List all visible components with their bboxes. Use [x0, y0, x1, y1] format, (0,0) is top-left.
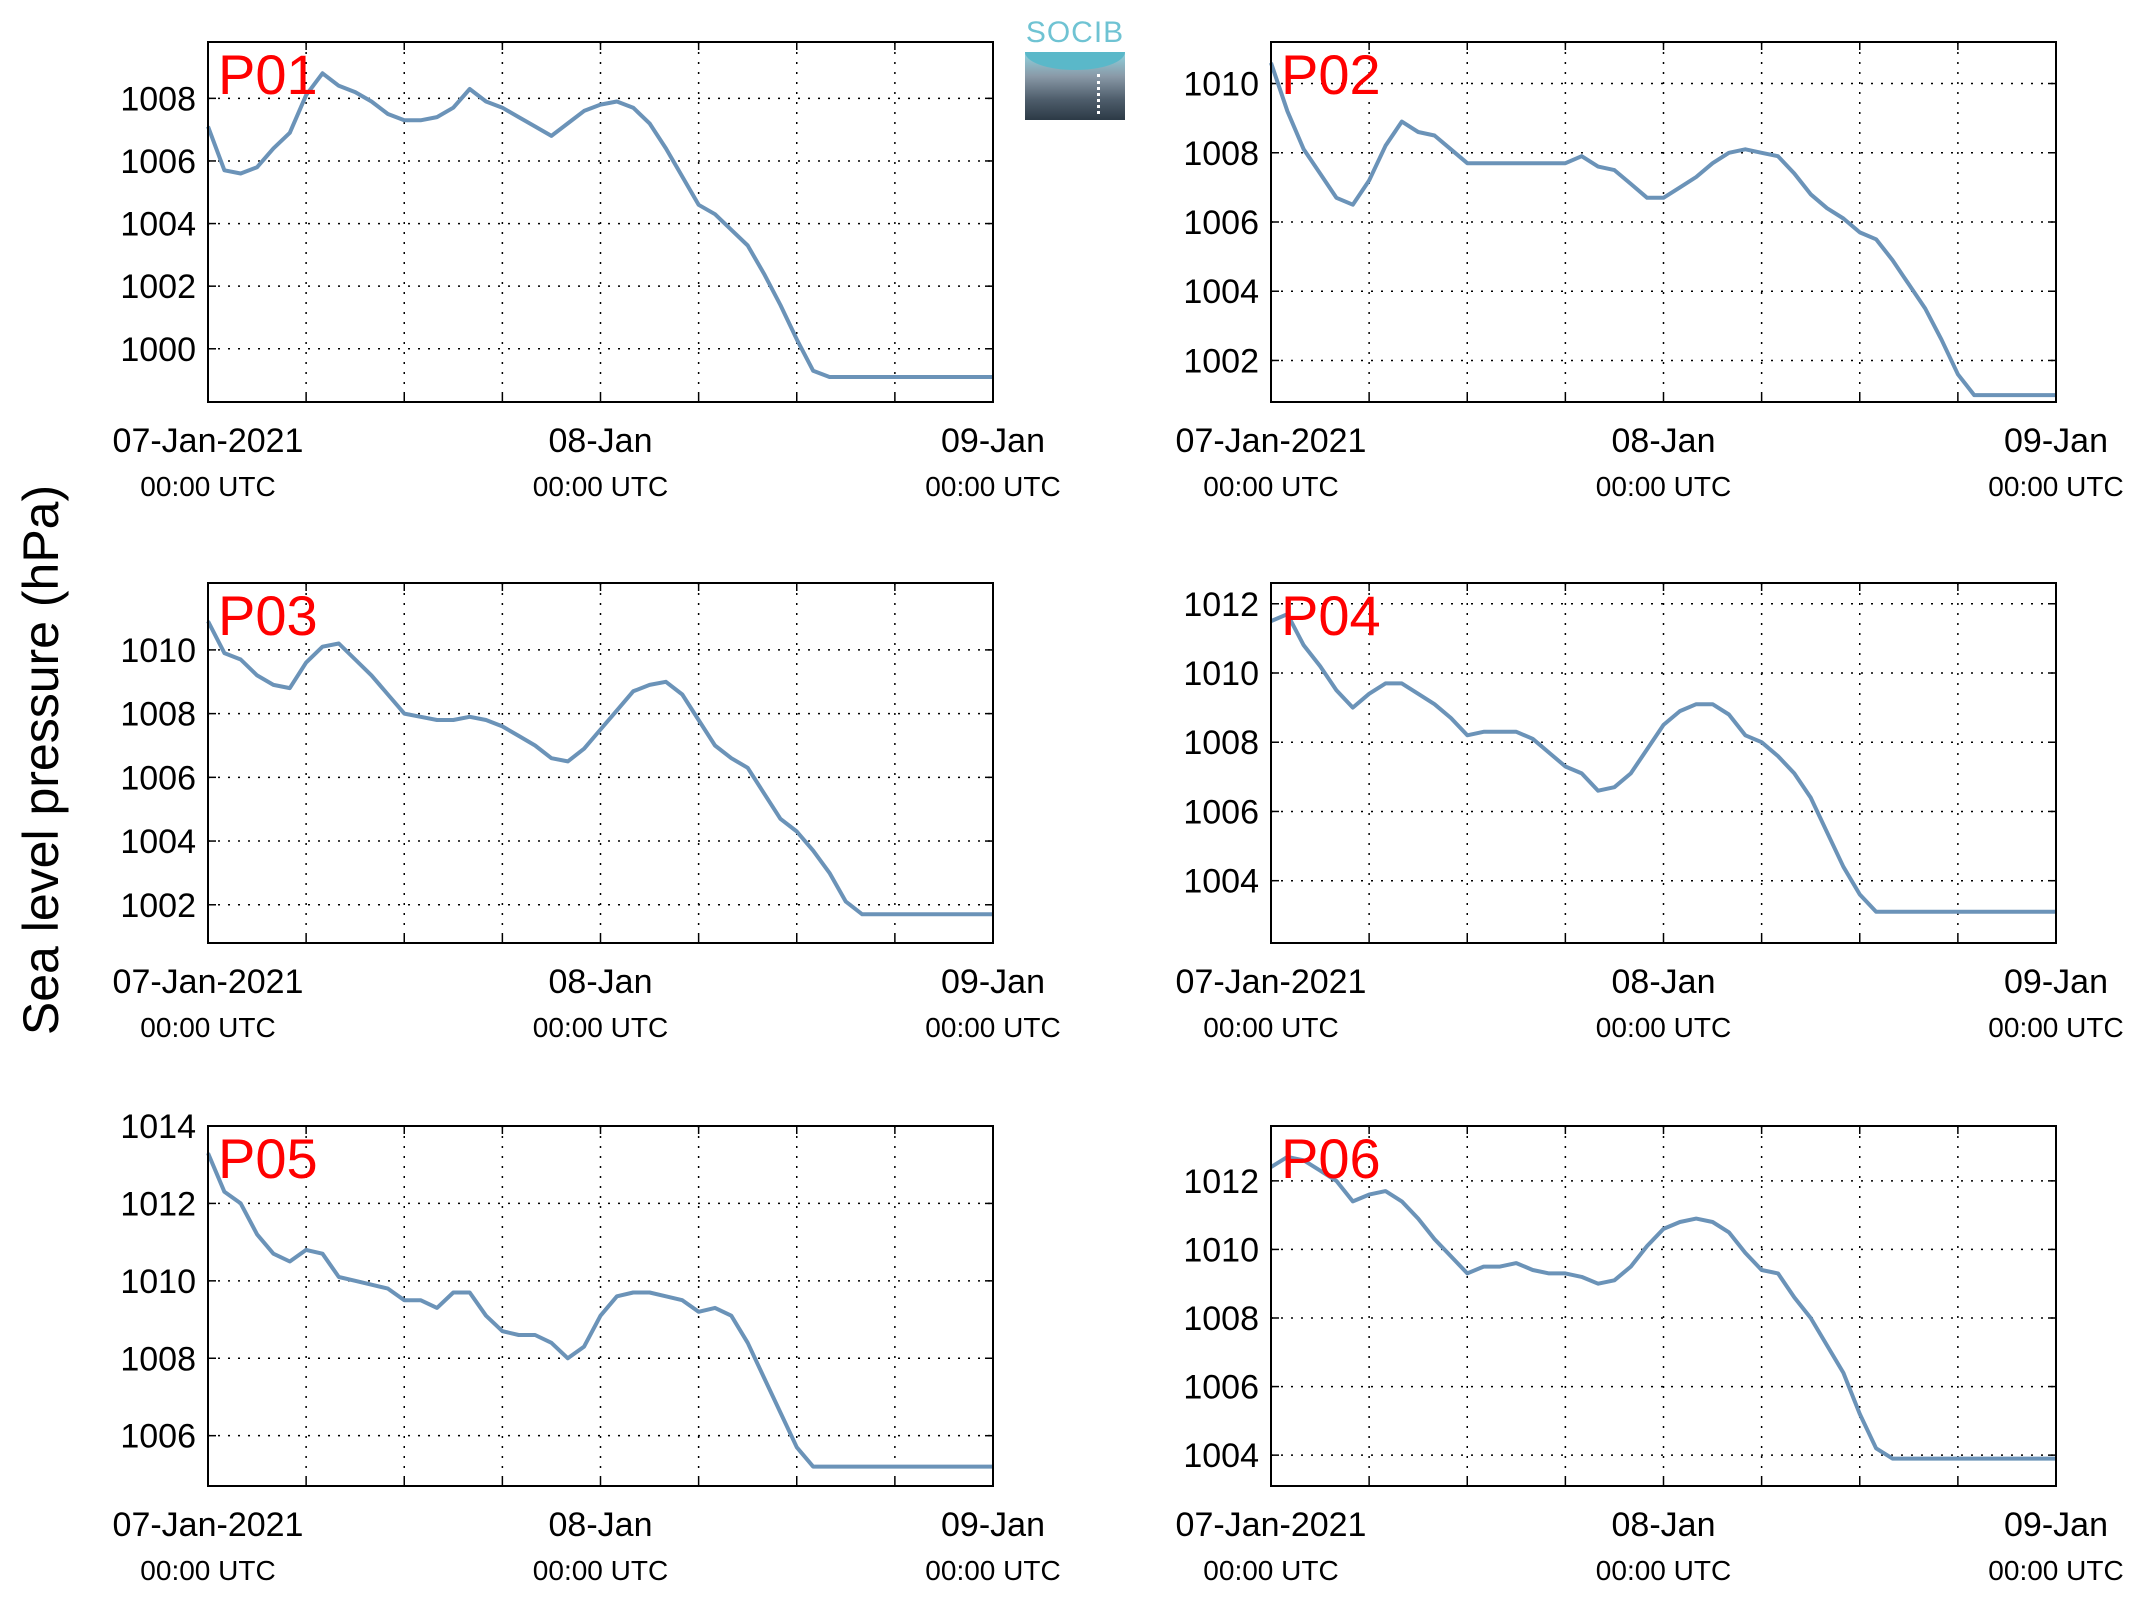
- x-tick-label-date: 08-Jan: [1612, 422, 1716, 460]
- x-tick-label-time: 00:00 UTC: [1203, 471, 1338, 502]
- axes-frame: [207, 582, 994, 944]
- chart-panel-p03: 1002 1004 1006 1008 1010 P03 07-Jan-2021 00:00 …: [113, 582, 1061, 1043]
- y-tick-label: 1004: [120, 206, 196, 244]
- panel-label: P03: [218, 584, 318, 647]
- x-tick-label-time: 00:00 UTC: [1988, 1555, 2123, 1586]
- panel-label: P05: [218, 1127, 318, 1190]
- y-tick-label: 1006: [120, 143, 196, 181]
- series-line-p05: [206, 1152, 993, 1469]
- chart-panel-p06: 1004 1006 1008 1010 1012 P06 07-Jan-2021 00:00 …: [1176, 1125, 2124, 1586]
- y-tick-label: 1006: [1183, 204, 1259, 242]
- y-axis-label-container: Sea level pressure (hPa): [13, 485, 69, 1035]
- y-tick-label: 1012: [1183, 1163, 1259, 1201]
- x-tick-label-date: 09-Jan: [2004, 422, 2108, 460]
- y-tick-label: 1012: [1183, 586, 1259, 624]
- x-tick-label-date: 08-Jan: [1612, 1506, 1716, 1544]
- y-tick-label: 1002: [1183, 342, 1259, 380]
- x-tick-label-date: 08-Jan: [549, 422, 653, 460]
- x-tick-label-time: 00:00 UTC: [1596, 1012, 1731, 1043]
- x-tick-label-time: 00:00 UTC: [925, 471, 1060, 502]
- x-tick-label-time: 00:00 UTC: [1596, 1555, 1731, 1586]
- x-tick-label-time: 00:00 UTC: [140, 1012, 275, 1043]
- chart-panel-p01: 1000 1002 1004 1006 1008 P01 07-Jan-2021 00:00 …: [113, 41, 1061, 502]
- x-tick-label-date: 08-Jan: [1612, 963, 1716, 1001]
- series-line-p04: [1270, 612, 2056, 914]
- y-tick-label: 1004: [1183, 863, 1259, 901]
- axes-frame: [1270, 41, 2057, 403]
- x-tick-label-date: 07-Jan-2021: [113, 1506, 304, 1544]
- logo-text: SOCIB: [1025, 16, 1125, 49]
- y-tick-label: 1010: [1183, 1231, 1259, 1269]
- y-tick-label: 1010: [1183, 655, 1259, 693]
- y-tick-label: 1002: [120, 268, 196, 306]
- y-tick-label: 1006: [120, 1418, 196, 1456]
- axes-frame: [207, 41, 994, 403]
- x-tick-label-time: 00:00 UTC: [1988, 471, 2123, 502]
- x-tick-label-time: 00:00 UTC: [533, 1012, 668, 1043]
- x-tick-label-date: 09-Jan: [941, 1506, 1045, 1544]
- y-tick-label: 1000: [120, 331, 196, 369]
- x-tick-label-time: 00:00 UTC: [925, 1555, 1060, 1586]
- y-tick-label: 1014: [120, 1108, 196, 1146]
- x-tick-label-date: 07-Jan-2021: [1176, 1506, 1367, 1544]
- x-tick-label-date: 09-Jan: [2004, 963, 2108, 1001]
- chart-panel-p05: 1006 1008 1010 1012 1014 P05 07-Jan-2021 00:00 …: [113, 1108, 1061, 1586]
- y-tick-label: 1010: [1183, 66, 1259, 104]
- chart-panel-p02: 1002 1004 1006 1008 1010 P02 07-Jan-2021 00:00 …: [1176, 41, 2124, 502]
- x-tick-label-time: 00:00 UTC: [925, 1012, 1060, 1043]
- y-tick-label: 1006: [1183, 1369, 1259, 1407]
- series-line-p02: [1269, 62, 2056, 398]
- y-tick-label: 1008: [1183, 724, 1259, 762]
- y-tick-label: 1004: [1183, 1437, 1259, 1475]
- socib-logo: SOCIB: [1025, 16, 1125, 120]
- x-tick-label-time: 00:00 UTC: [140, 1555, 275, 1586]
- y-tick-label: 1008: [120, 1340, 196, 1378]
- x-tick-label-date: 09-Jan: [941, 963, 1045, 1001]
- x-tick-label-time: 00:00 UTC: [1203, 1012, 1338, 1043]
- x-tick-label-date: 08-Jan: [549, 963, 653, 1001]
- x-tick-label-time: 00:00 UTC: [140, 471, 275, 502]
- y-tick-label: 1008: [120, 80, 196, 118]
- x-tick-label-time: 00:00 UTC: [1988, 1012, 2123, 1043]
- y-tick-label: 1010: [120, 632, 196, 670]
- y-tick-label: 1006: [120, 759, 196, 797]
- y-tick-label: 1008: [1183, 135, 1259, 173]
- panel-label: P02: [1281, 43, 1381, 106]
- y-tick-label: 1004: [120, 823, 196, 861]
- x-tick-label-time: 00:00 UTC: [1203, 1555, 1338, 1586]
- series-line-p06: [1269, 1154, 2056, 1461]
- panel-label: P06: [1281, 1127, 1381, 1190]
- x-tick-label-time: 00:00 UTC: [533, 471, 668, 502]
- panel-label: P01: [218, 43, 318, 106]
- axes-frame: [207, 1125, 994, 1487]
- logo-wave: [1025, 52, 1125, 70]
- y-tick-label: 1010: [120, 1263, 196, 1301]
- x-tick-label-date: 09-Jan: [941, 422, 1045, 460]
- y-axis-label: Sea level pressure (hPa): [13, 485, 69, 1035]
- y-tick-label: 1004: [1183, 273, 1259, 311]
- y-tick-label: 1002: [120, 887, 196, 925]
- x-tick-label-time: 00:00 UTC: [1596, 471, 1731, 502]
- x-tick-label-time: 00:00 UTC: [533, 1555, 668, 1586]
- axes-frame: [1270, 582, 2057, 944]
- y-tick-label: 1012: [120, 1185, 196, 1223]
- x-tick-label-date: 07-Jan-2021: [113, 963, 304, 1001]
- x-tick-label-date: 08-Jan: [549, 1506, 653, 1544]
- series-line-p03: [206, 620, 993, 917]
- x-tick-label-date: 07-Jan-2021: [113, 422, 304, 460]
- y-tick-label: 1008: [1183, 1300, 1259, 1338]
- y-tick-label: 1008: [120, 696, 196, 734]
- x-tick-label-date: 07-Jan-2021: [1176, 422, 1367, 460]
- x-tick-label-date: 07-Jan-2021: [1176, 963, 1367, 1001]
- y-tick-label: 1006: [1183, 793, 1259, 831]
- chart-panel-p04: 1004 1006 1008 1010 1012 P04 07-Jan-2021 00:00 …: [1176, 582, 2124, 1043]
- panel-label: P04: [1281, 584, 1381, 647]
- logo-dotted-line: [1097, 74, 1100, 114]
- series-line-p01: [206, 71, 993, 379]
- x-tick-label-date: 09-Jan: [2004, 1506, 2108, 1544]
- axes-frame: [1270, 1125, 2057, 1487]
